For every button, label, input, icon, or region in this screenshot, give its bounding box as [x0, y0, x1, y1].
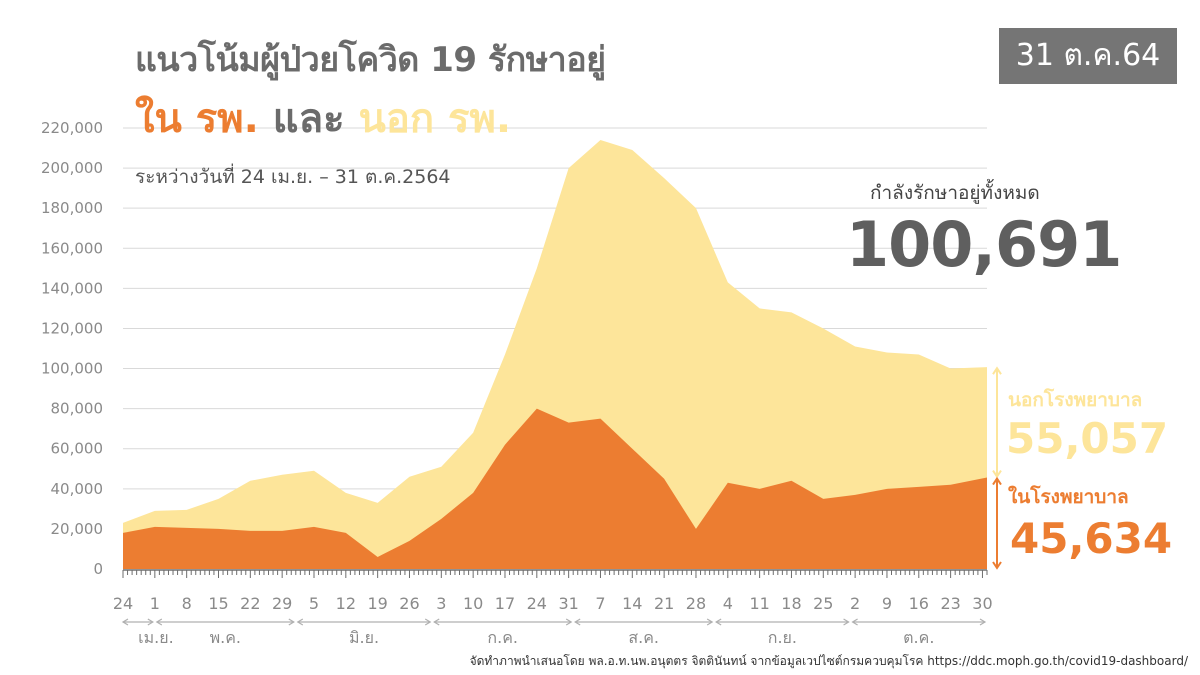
x-tick-label: 17 [495, 594, 515, 613]
month-label: ก.ย. [768, 628, 797, 647]
y-tick-label: 120,000 [41, 319, 103, 337]
y-tick-label: 20,000 [51, 520, 104, 538]
x-tick-label: 8 [182, 594, 192, 613]
x-tick-label: 5 [309, 594, 319, 613]
inside-hospital-label: ในโรงพยาบาล [1008, 486, 1129, 508]
subtitle-and: และ [272, 96, 345, 142]
x-tick-label: 19 [367, 594, 387, 613]
series-outside-hospital [123, 140, 987, 569]
subtitle-inside: ใน รพ. [135, 96, 259, 142]
month-arrow-right [424, 618, 432, 626]
x-tick-label: 18 [781, 594, 801, 613]
month-arrow-left [155, 618, 163, 626]
inside-bracket-arrow-head-bottom [992, 561, 1002, 570]
x-tick-label: 15 [208, 594, 228, 613]
x-tick-label: 31 [558, 594, 578, 613]
subtitle-outside: นอก รพ. [358, 96, 512, 142]
month-arrow-left [121, 618, 129, 626]
month-arrow-right [565, 618, 573, 626]
x-tick-label: 16 [909, 594, 929, 613]
x-tick-label: 24 [527, 594, 547, 613]
total-label: กำลังรักษาอยู่ทั้งหมด [870, 182, 1040, 204]
series-inside-hospital [123, 408, 987, 569]
month-arrow-right [288, 618, 295, 626]
x-tick-label: 23 [940, 594, 960, 613]
y-tick-label: 220,000 [41, 119, 103, 137]
x-tick-label: 1 [150, 594, 160, 613]
x-tick-label: 21 [654, 594, 674, 613]
y-tick-label: 200,000 [41, 159, 103, 177]
x-tick-label: 26 [399, 594, 419, 613]
x-tick-label: 12 [336, 594, 356, 613]
outside-bracket-arrow-head-top [992, 366, 1002, 375]
y-tick-label: 140,000 [41, 279, 103, 297]
x-tick-label: 7 [595, 594, 605, 613]
x-tick-label: 14 [622, 594, 642, 613]
x-tick-label: 2 [850, 594, 860, 613]
y-tick-label: 100,000 [41, 360, 103, 378]
month-label: พ.ค. [210, 628, 241, 647]
month-label: ต.ค. [903, 628, 934, 647]
date-badge: 31 ต.ค.64 [999, 28, 1177, 84]
month-arrow-right [706, 618, 714, 626]
month-label: มิ.ย. [349, 628, 379, 647]
chart-title: แนวโน้มผู้ป่วยโควิด 19 รักษาอยู่ [135, 40, 606, 80]
y-tick-label: 180,000 [41, 199, 103, 217]
y-tick-label: 40,000 [51, 480, 104, 498]
x-tick-label: 22 [240, 594, 260, 613]
date-range-label: ระหว่างวันที่ 24 เม.ย. – 31 ต.ค.2564 [135, 166, 451, 188]
y-tick-label: 80,000 [51, 400, 104, 418]
month-arrow-left [714, 618, 722, 626]
month-label: ส.ค. [628, 628, 659, 647]
y-tick-label: 60,000 [51, 440, 104, 458]
month-arrow-left [574, 618, 581, 626]
total-value: 100,691 [846, 208, 1122, 281]
outside-hospital-label: นอกโรงพยาบาล [1008, 389, 1143, 411]
source-credit: จัดทำภาพนำเสนอโดย พล.อ.ท.นพ.อนุตตร จิตติ… [469, 654, 1188, 668]
x-tick-label: 24 [113, 594, 133, 613]
x-tick-label: 29 [272, 594, 292, 613]
month-label: ก.ค. [487, 628, 518, 647]
month-arrow-left [433, 618, 440, 626]
x-tick-label: 11 [749, 594, 769, 613]
month-arrow-right [979, 618, 987, 626]
month-arrow-right [147, 618, 154, 626]
chart-subtitle: ใน รพ. และ นอก รพ. [135, 86, 511, 150]
month-arrow-left [296, 618, 304, 626]
month-label: เม.ย. [138, 628, 174, 647]
outside-hospital-value: 55,057 [1006, 414, 1169, 463]
month-arrow-right [843, 618, 850, 626]
x-tick-label: 10 [463, 594, 483, 613]
x-tick-label: 9 [882, 594, 892, 613]
x-tick-label: 3 [436, 594, 446, 613]
month-arrow-left [851, 618, 858, 626]
x-tick-label: 25 [813, 594, 833, 613]
x-tick-label: 28 [686, 594, 706, 613]
x-tick-label: 4 [723, 594, 733, 613]
y-tick-label: 0 [93, 560, 103, 578]
y-tick-label: 160,000 [41, 239, 103, 257]
outside-bracket-arrow-head-bottom [992, 469, 1002, 479]
inside-hospital-value: 45,634 [1010, 514, 1173, 563]
inside-bracket-arrow-head-top [992, 476, 1002, 486]
x-tick-label: 30 [972, 594, 992, 613]
